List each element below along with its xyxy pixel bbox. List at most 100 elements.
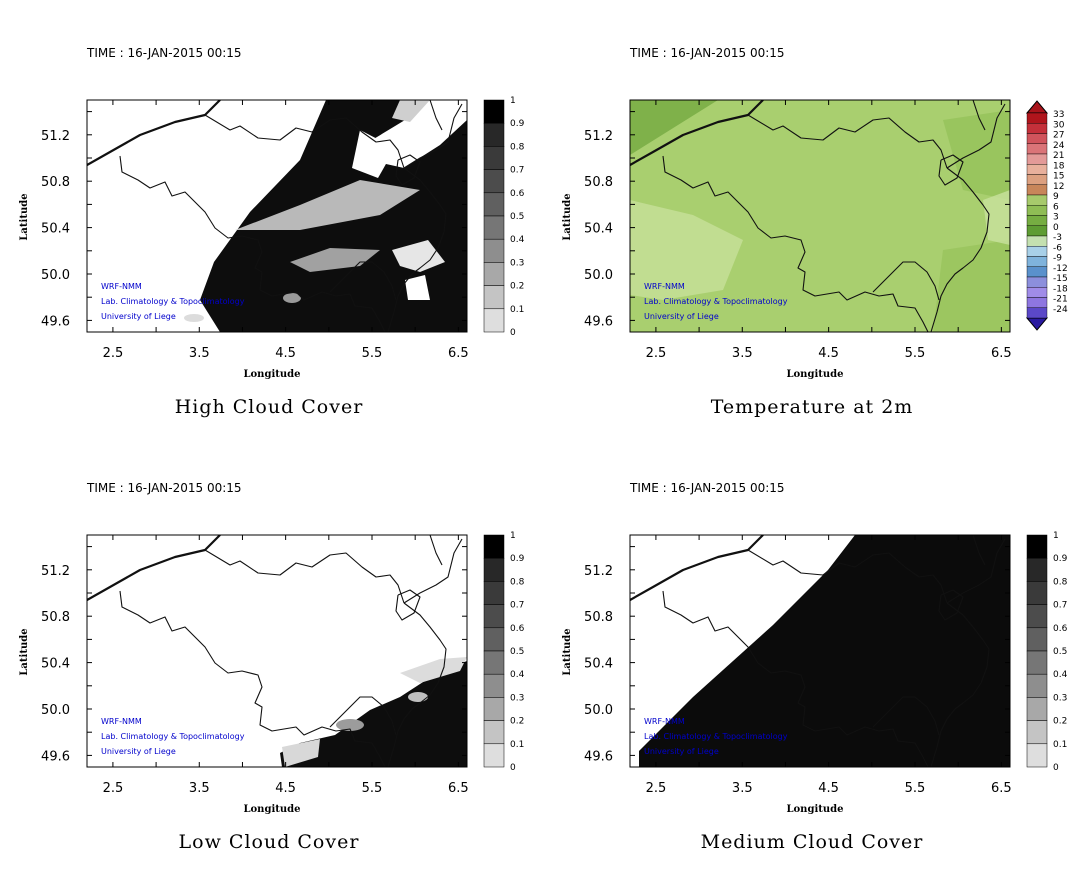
colorbar-swatch bbox=[1026, 266, 1048, 278]
cloud-mass bbox=[280, 661, 467, 767]
colorbar-label: 12 bbox=[1053, 182, 1064, 192]
colorbar-label: 9 bbox=[1053, 192, 1059, 202]
x-tick-label: 3.5 bbox=[189, 346, 210, 361]
y-tick-label: 49.6 bbox=[584, 749, 613, 764]
y-tick-label: 50.8 bbox=[41, 610, 70, 625]
panel-title: High Cloud Cover bbox=[175, 396, 364, 418]
cloud-patch bbox=[336, 719, 364, 731]
panel-high-cloud-cover: TIME : 16-JAN-2015 00:15 2.5 3.5 4.5 5.5 6.5 5… bbox=[0, 0, 543, 434]
colorbar-swatch bbox=[1026, 604, 1048, 629]
border-netherlands bbox=[747, 549, 948, 604]
x-tick-label: 4.5 bbox=[275, 346, 296, 361]
border-france bbox=[119, 590, 386, 767]
colorbar-swatch bbox=[483, 122, 505, 147]
x-tick-label: 2.5 bbox=[103, 781, 124, 796]
x-axis-title: Longitude bbox=[243, 804, 300, 815]
colorbar-label: 0.4 bbox=[510, 670, 525, 680]
colorbar-label: 1 bbox=[1053, 531, 1059, 541]
colorbar-swatch bbox=[1026, 627, 1048, 652]
colorbar-label: 0.2 bbox=[1053, 717, 1067, 727]
colorbar-label: 0.4 bbox=[510, 235, 525, 245]
colorbar-swatch bbox=[1026, 650, 1048, 675]
colorbar-label: -3 bbox=[1053, 233, 1062, 243]
colorbar-swatch bbox=[1026, 112, 1048, 124]
colorbar-swatch bbox=[483, 557, 505, 582]
x-tick-label: 6.5 bbox=[448, 781, 469, 796]
y-axis-title: Latitude bbox=[19, 628, 30, 675]
colorbar-label: -24 bbox=[1053, 305, 1068, 315]
y-tick-label: 50.0 bbox=[41, 268, 70, 283]
colorbar-label: 0.8 bbox=[1053, 577, 1068, 587]
border-north bbox=[429, 100, 443, 131]
x-tick-label: 5.5 bbox=[905, 346, 926, 361]
border-netherlands bbox=[747, 114, 948, 169]
cloud-patch bbox=[184, 314, 204, 322]
y-tick-label: 49.6 bbox=[584, 314, 613, 329]
credit-line: Lab. Climatology & Topoclimatology bbox=[644, 297, 788, 306]
colorbar-swatch bbox=[1026, 215, 1048, 226]
border-luxembourg bbox=[872, 261, 940, 301]
x-tick-label: 3.5 bbox=[732, 781, 753, 796]
colorbar-swatch bbox=[1026, 225, 1048, 237]
panel-title: Temperature at 2m bbox=[711, 396, 914, 418]
y-tick-label: 51.2 bbox=[584, 129, 613, 144]
plot-frame bbox=[86, 534, 468, 768]
coastline bbox=[87, 535, 221, 601]
field-layer bbox=[87, 100, 467, 332]
colorbar-label: 15 bbox=[1053, 172, 1064, 182]
x-axis-title: Longitude bbox=[243, 369, 300, 380]
colorbar-swatch bbox=[1026, 194, 1048, 206]
x-tick-label: 6.5 bbox=[991, 781, 1012, 796]
coastline bbox=[630, 100, 764, 166]
chart-temperature-2m: TIME : 16-JAN-2015 00:15 2.5 3.5 4.5 5.5 6.5 5… bbox=[562, 46, 1068, 418]
colorbar-swatch bbox=[483, 215, 505, 240]
colorbar-label: 21 bbox=[1053, 151, 1064, 161]
colorbar-swatch bbox=[483, 99, 505, 124]
border-north bbox=[972, 100, 986, 131]
border-north bbox=[429, 535, 443, 566]
credit-line: University of Liege bbox=[644, 312, 719, 321]
x-tick-label: 2.5 bbox=[646, 781, 667, 796]
chart-high-cloud-cover: TIME : 16-JAN-2015 00:15 2.5 3.5 4.5 5.5 6.5 5… bbox=[19, 46, 525, 418]
y-tick-label: 50.8 bbox=[584, 175, 613, 190]
colorbar-label: 6 bbox=[1053, 202, 1059, 212]
colorbar-label: 0.1 bbox=[1053, 740, 1067, 750]
border-luxembourg bbox=[329, 261, 397, 301]
border-germany bbox=[930, 167, 990, 332]
field-layer bbox=[630, 100, 1010, 332]
border-germany bbox=[387, 167, 447, 332]
cloud-patch bbox=[283, 293, 301, 303]
colorbar-label: 0.1 bbox=[510, 305, 524, 315]
plot-frame bbox=[629, 99, 1011, 333]
colorbar-swatch bbox=[1026, 287, 1048, 298]
colorbar-label: 30 bbox=[1053, 120, 1065, 130]
colorbar-swatch bbox=[1026, 153, 1048, 165]
colorbar-label: 0.7 bbox=[1053, 601, 1067, 611]
panel-title: Low Cloud Cover bbox=[179, 831, 360, 853]
border-brussels bbox=[395, 589, 421, 621]
x-tick-label: 2.5 bbox=[646, 346, 667, 361]
border-luxembourg bbox=[872, 696, 940, 736]
time-label: TIME : 16-JAN-2015 00:15 bbox=[629, 481, 785, 495]
y-tick-label: 49.6 bbox=[41, 749, 70, 764]
x-tick-label: 5.5 bbox=[362, 781, 383, 796]
colorbar-label: 0.5 bbox=[1053, 647, 1067, 657]
y-tick-label: 50.4 bbox=[41, 657, 70, 672]
warm-coast bbox=[630, 100, 718, 155]
y-tick-label: 51.2 bbox=[41, 564, 70, 579]
colorbar-label: 0.3 bbox=[1053, 693, 1067, 703]
colorbar-swatch bbox=[483, 697, 505, 721]
colorbar-min-arrow bbox=[1025, 317, 1049, 331]
y-tick-label: 50.4 bbox=[41, 222, 70, 237]
panel-medium-cloud-cover: TIME : 16-JAN-2015 00:15 2.5 3.5 4.5 5.5 6.5 5… bbox=[543, 435, 1086, 869]
colorbar-swatch bbox=[483, 627, 505, 652]
colorbar-label: 3 bbox=[1053, 213, 1059, 223]
cloud-patch bbox=[282, 739, 320, 767]
colorbar-swatch bbox=[483, 604, 505, 629]
colorbar-swatch bbox=[483, 743, 505, 768]
credit-line: University of Liege bbox=[101, 747, 176, 756]
colorbar-label: 0.5 bbox=[510, 647, 524, 657]
colorbar-swatch bbox=[1026, 673, 1048, 698]
colorbar-label: 0.6 bbox=[510, 189, 525, 199]
cloud-gap bbox=[352, 130, 395, 178]
